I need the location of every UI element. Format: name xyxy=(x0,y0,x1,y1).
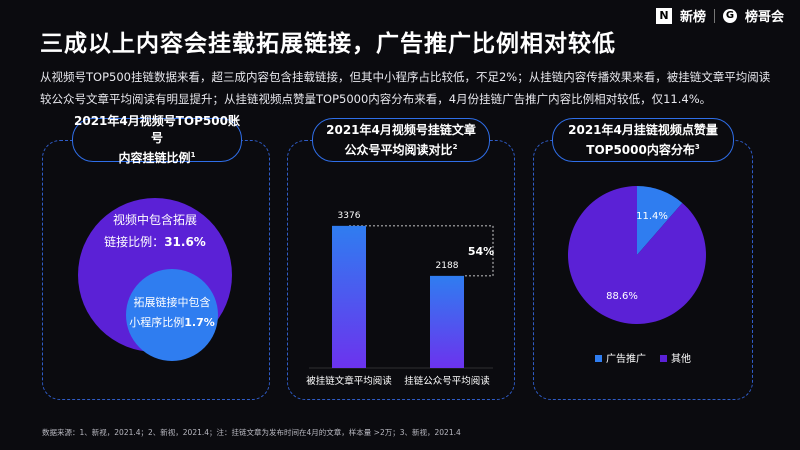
pie-slice-1 xyxy=(637,186,683,255)
bangge-logo-icon: G xyxy=(722,8,737,23)
page-title: 三成以上内容会挂载拓展链接，广告推广比例相对较低 xyxy=(40,31,616,57)
panel-title-3: 2021年4月挂链视频点赞量 TOP5000内容分布3 xyxy=(552,118,734,162)
diff-label: 54% xyxy=(468,245,494,258)
inner-label-line2: 小程序比例1.7% xyxy=(129,315,215,329)
brand-second: 榜哥会 xyxy=(744,10,784,25)
panel-note-3: 3 xyxy=(694,142,700,151)
inner-label-line1: 拓展链接中包含 xyxy=(134,295,211,309)
panel-note-1: 1 xyxy=(190,151,196,159)
panel-title-2: 2021年4月视频号挂链文章 公众号平均阅读对比2 xyxy=(312,118,490,162)
bar-value-label-2: 2188 xyxy=(436,261,459,271)
legend-label-2: 其他 xyxy=(671,352,691,365)
xinbang-logo-icon: N xyxy=(655,7,672,24)
inner-value: 1.7% xyxy=(184,316,215,329)
panel-title-1: 2021年4月视频号TOP500账号 内容挂链比例1 xyxy=(72,114,242,165)
data-source-footer: 数据来源：1、新视，2021.4；2、新视，2021.4；注：挂链文章为发布时间… xyxy=(42,428,461,437)
inner-bubble xyxy=(126,269,218,361)
brand-logo: N 新榜 G 榜哥会 xyxy=(655,6,784,25)
pie-slice-label-2: 88.6% xyxy=(606,291,638,302)
logo-divider xyxy=(713,8,715,23)
pie-slice-label-1: 11.4% xyxy=(636,211,668,222)
outer-value: 31.6% xyxy=(164,235,206,249)
legend-swatch-1 xyxy=(595,355,602,362)
panel-title-3-line2: TOP5000内容分布 xyxy=(586,142,695,157)
brand-name: 新榜 xyxy=(679,10,706,25)
pie-slice-2 xyxy=(568,186,706,324)
pie-chart: 11.4% 88.6% 广告推广 其他 xyxy=(568,186,706,365)
panel-title-1-line1: 2021年4月视频号TOP500账号 xyxy=(74,114,240,145)
panel-title-2-line1: 2021年4月视频号挂链文章 xyxy=(326,122,476,137)
panel-title-1-line2: 内容挂链比例 xyxy=(118,151,191,165)
legend-label-1: 广告推广 xyxy=(606,352,646,365)
bar-category-label-2: 挂链公众号平均阅读 xyxy=(404,375,490,387)
bar-value-label-1: 3376 xyxy=(338,211,361,221)
bar-1 xyxy=(332,225,366,368)
legend-swatch-2 xyxy=(660,355,667,362)
page-description: 从视频号TOP500挂链数据来看，超三成内容包含挂载链接，但其中小程序占比较低，… xyxy=(40,70,771,106)
panel-note-2: 2 xyxy=(452,142,458,151)
bar-2 xyxy=(430,275,464,368)
panel-title-2-line2: 公众号平均阅读对比 xyxy=(344,142,453,157)
bar-chart: 54% 3376 被挂链文章平均阅读 2188 挂链公众号平均阅读 xyxy=(306,211,494,387)
outer-label-line2: 链接比例：31.6% xyxy=(104,234,206,249)
panel-title-3-line1: 2021年4月挂链视频点赞量 xyxy=(568,122,718,137)
bubble-chart: 视频中包含拓展 链接比例：31.6% 拓展链接中包含 小程序比例1.7% xyxy=(78,198,232,361)
bar-category-label-1: 被挂链文章平均阅读 xyxy=(306,375,392,387)
outer-label-line1: 视频中包含拓展 xyxy=(113,212,197,227)
